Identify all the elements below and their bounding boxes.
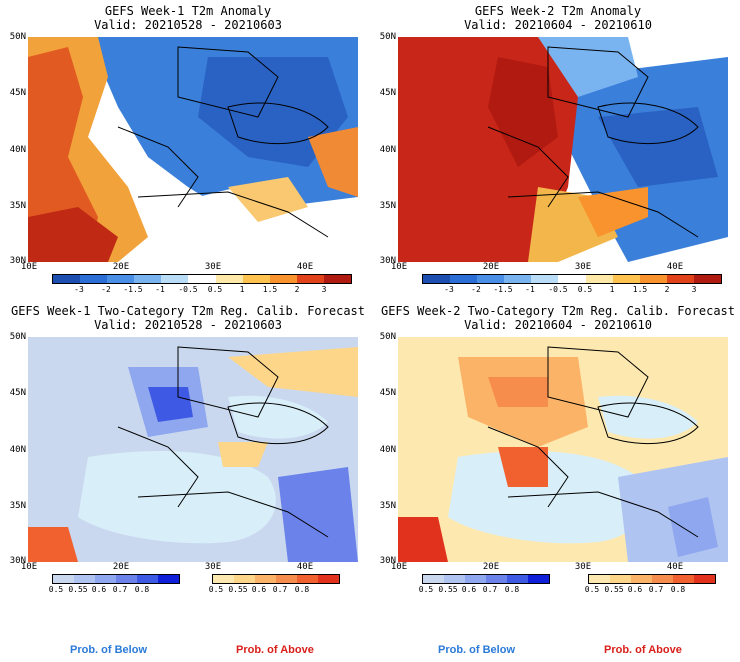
above-colorbar-2: [588, 574, 716, 584]
tick: 0.5: [208, 585, 224, 594]
panel2-map: [398, 37, 728, 262]
tick: -3: [74, 285, 84, 294]
lat-label: 35N: [9, 501, 26, 511]
prob-above-label: Prob. of Above: [236, 644, 314, 656]
tick: -2: [101, 285, 111, 294]
lon-label: 10E: [20, 262, 38, 272]
lat-label: 45N: [9, 88, 26, 98]
tick: 1: [609, 285, 615, 294]
lon-label: 30E: [204, 262, 222, 272]
lat-label: 50N: [379, 32, 396, 42]
lat-label: 35N: [9, 201, 26, 211]
lat-label: 45N: [379, 388, 396, 398]
prob-above-label: Prob. of Above: [604, 644, 682, 656]
lon-label: 20E: [482, 562, 500, 572]
tick: 0.5: [577, 285, 593, 294]
tick: -2: [471, 285, 481, 294]
lat-label: 50N: [9, 332, 26, 342]
lat-label: 30N: [379, 256, 396, 266]
tick: -1: [525, 285, 535, 294]
lat-label: 35N: [379, 501, 396, 511]
lat-label: 30N: [9, 256, 26, 266]
lat-label: 45N: [379, 88, 396, 98]
tick: 0.6: [461, 585, 477, 594]
above-colorbar-1: [212, 574, 340, 584]
tick: 0.5: [207, 285, 223, 294]
tick: 0.5: [418, 585, 434, 594]
tick: 3: [691, 285, 697, 294]
tick: 0.8: [134, 585, 150, 594]
tick: 0.8: [670, 585, 686, 594]
lon-label: 10E: [20, 562, 38, 572]
tick: 0.7: [648, 585, 664, 594]
tick: 0.8: [504, 585, 520, 594]
tick: 1: [239, 285, 245, 294]
tick: 0.7: [272, 585, 288, 594]
tick: 0.6: [251, 585, 267, 594]
tick: 0.55: [438, 585, 458, 594]
tick: -3: [444, 285, 454, 294]
anomaly-colorbar-1: [52, 274, 352, 284]
tick: 1.5: [262, 285, 278, 294]
tick: 0.5: [584, 585, 600, 594]
panel3-title: GEFS Week-1 Two-Category T2m Reg. Calib.…: [10, 304, 365, 332]
tick: 0.55: [68, 585, 88, 594]
lon-label: 40E: [296, 262, 314, 272]
tick: 2: [294, 285, 300, 294]
tick: 2: [664, 285, 670, 294]
lat-label: 35N: [379, 201, 396, 211]
tick: 0.55: [604, 585, 624, 594]
lon-label: 30E: [204, 562, 222, 572]
tick: 1.5: [632, 285, 648, 294]
below-colorbar-2: [422, 574, 550, 584]
tick: -1: [155, 285, 165, 294]
tick: -0.5: [548, 285, 568, 294]
prob-below-label: Prob. of Below: [70, 644, 147, 656]
tick: -1.5: [123, 285, 143, 294]
panel4-map: [398, 337, 728, 562]
anomaly-colorbar-2: [422, 274, 722, 284]
tick: 0.8: [294, 585, 310, 594]
lon-label: 40E: [666, 262, 684, 272]
lat-label: 45N: [9, 388, 26, 398]
lon-label: 10E: [390, 262, 408, 272]
lat-label: 50N: [9, 32, 26, 42]
lat-label: 40N: [9, 145, 26, 155]
prob-below-label: Prob. of Below: [438, 644, 515, 656]
lon-label: 20E: [112, 262, 130, 272]
lon-label: 40E: [666, 562, 684, 572]
tick: 0.7: [482, 585, 498, 594]
lat-label: 40N: [379, 145, 396, 155]
panel2-title: GEFS Week-2 T2m Anomaly Valid: 20210604 -…: [464, 4, 652, 32]
panel3-map: [28, 337, 358, 562]
panel1-title: GEFS Week-1 T2m Anomaly Valid: 20210528 -…: [94, 4, 282, 32]
tick: 0.6: [627, 585, 643, 594]
panel4-title: GEFS Week-2 Two-Category T2m Reg. Calib.…: [380, 304, 735, 332]
tick: 0.7: [112, 585, 128, 594]
tick: -1.5: [493, 285, 513, 294]
lon-label: 30E: [574, 562, 592, 572]
lon-label: 40E: [296, 562, 314, 572]
lat-label: 30N: [9, 556, 26, 566]
lon-label: 20E: [112, 562, 130, 572]
lat-label: 50N: [379, 332, 396, 342]
tick: 0.5: [48, 585, 64, 594]
below-colorbar-1: [52, 574, 180, 584]
lon-label: 20E: [482, 262, 500, 272]
lon-label: 10E: [390, 562, 408, 572]
tick: 0.6: [91, 585, 107, 594]
lat-label: 40N: [9, 445, 26, 455]
lat-label: 40N: [379, 445, 396, 455]
tick: 3: [321, 285, 327, 294]
tick: -0.5: [178, 285, 198, 294]
lat-label: 30N: [379, 556, 396, 566]
tick: 0.55: [228, 585, 248, 594]
panel1-map: [28, 37, 358, 262]
lon-label: 30E: [574, 262, 592, 272]
